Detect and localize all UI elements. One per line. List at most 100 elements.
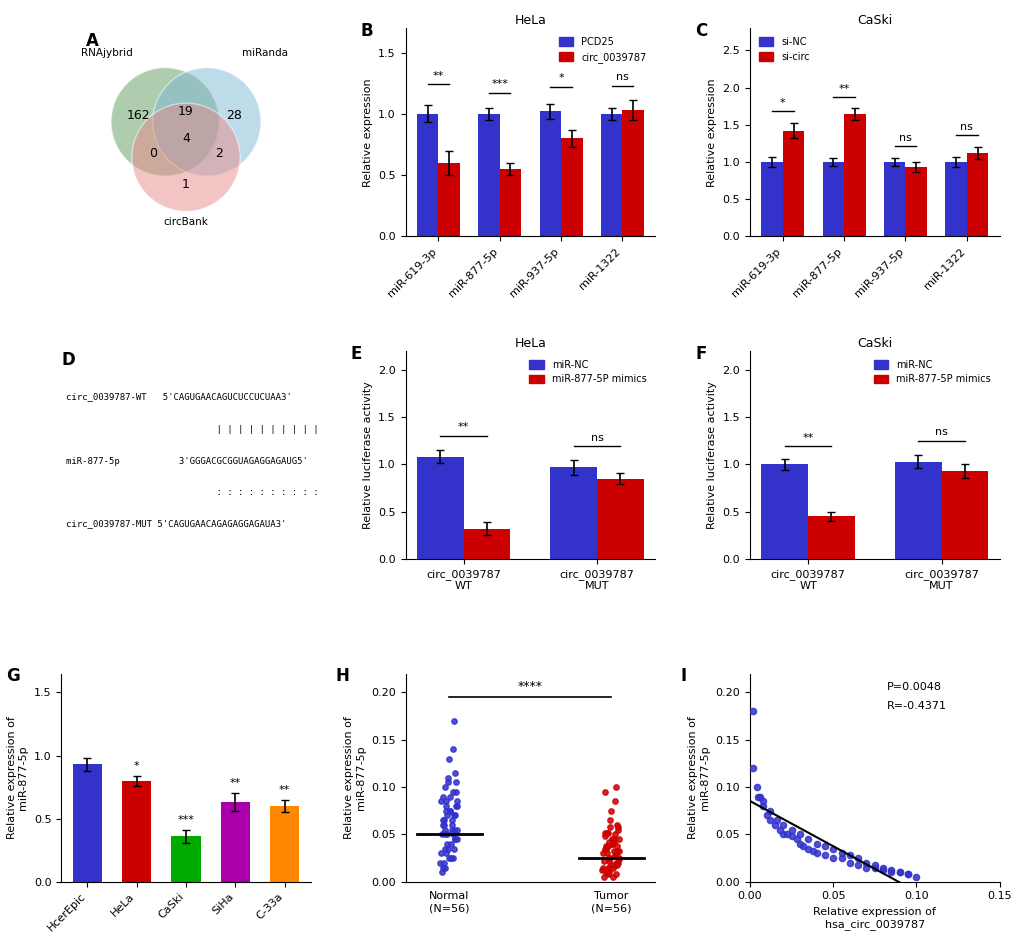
Point — [610, 844, 627, 859]
Point — [799, 832, 815, 847]
Point — [434, 789, 450, 804]
Point — [745, 761, 761, 776]
Bar — [966, 153, 987, 236]
Y-axis label: Relative expression: Relative expression — [706, 78, 716, 187]
Text: H: H — [335, 667, 350, 686]
Point — [609, 855, 626, 870]
Point — [608, 839, 625, 854]
Text: *: * — [133, 761, 140, 771]
Bar — [760, 162, 782, 236]
Text: : : : : : : : : : :: : : : : : : : : : : — [66, 488, 319, 497]
Point — [599, 839, 615, 854]
Point — [443, 817, 460, 832]
Point — [605, 844, 622, 859]
Point — [438, 798, 454, 813]
Point — [751, 789, 767, 804]
Point — [874, 860, 891, 875]
Point — [445, 713, 462, 728]
Point — [841, 848, 857, 863]
Bar — [622, 110, 643, 236]
Point — [599, 867, 615, 882]
Bar — [72, 764, 102, 882]
Point — [598, 825, 614, 840]
Point — [443, 812, 460, 827]
Point — [603, 837, 620, 852]
Text: | | | | | | | | | |: | | | | | | | | | | — [66, 426, 319, 434]
Point — [595, 854, 611, 869]
Point — [748, 779, 764, 794]
Point — [446, 832, 463, 847]
Y-axis label: Relative expression of
miR-877-5p: Relative expression of miR-877-5p — [688, 717, 709, 840]
Text: ***: *** — [177, 815, 195, 825]
Point — [445, 823, 462, 838]
Ellipse shape — [153, 68, 261, 176]
Point — [442, 851, 459, 866]
Point — [899, 867, 915, 882]
Text: ns: ns — [960, 122, 972, 132]
Point — [795, 839, 811, 854]
Point — [600, 835, 616, 850]
Point — [804, 844, 820, 859]
Point — [833, 851, 849, 866]
Point — [824, 841, 841, 856]
Point — [601, 851, 618, 866]
Point — [607, 867, 624, 882]
Point — [754, 794, 770, 809]
Point — [438, 837, 454, 852]
Point — [596, 841, 612, 856]
Y-axis label: Relative expression: Relative expression — [363, 78, 372, 187]
Text: 19: 19 — [178, 105, 194, 118]
Text: ns: ns — [590, 432, 603, 443]
Point — [437, 846, 453, 861]
Title: HeLa: HeLa — [514, 14, 546, 27]
Text: miRanda: miRanda — [242, 48, 287, 58]
Text: ns: ns — [615, 72, 628, 82]
Text: A: A — [86, 32, 99, 51]
Bar — [596, 478, 643, 559]
Point — [432, 794, 448, 809]
Point — [436, 841, 452, 856]
Point — [444, 742, 461, 757]
X-axis label: Relative expression of
hsa_circ_0039787: Relative expression of hsa_circ_0039787 — [812, 907, 935, 930]
Bar — [945, 162, 966, 236]
Point — [609, 819, 626, 834]
Point — [435, 812, 451, 827]
Text: circ_0039787-MUT 5'CAGUGAACAGAGAGGAGAUA3': circ_0039787-MUT 5'CAGUGAACAGAGAGGAGAUA3… — [66, 519, 286, 528]
Point — [445, 808, 462, 823]
Point — [448, 798, 465, 813]
Bar — [600, 113, 622, 236]
Text: **: ** — [838, 84, 849, 95]
Point — [436, 779, 452, 794]
Point — [604, 860, 621, 875]
Bar — [121, 780, 151, 882]
Bar — [807, 517, 854, 559]
Point — [608, 844, 625, 859]
Point — [434, 860, 450, 875]
Text: E: E — [351, 344, 362, 363]
Point — [774, 827, 791, 842]
Point — [448, 823, 465, 838]
Point — [439, 770, 455, 785]
Point — [767, 812, 784, 827]
Text: **: ** — [458, 422, 469, 432]
Bar — [270, 806, 300, 882]
Point — [606, 857, 623, 872]
Text: *: * — [557, 73, 564, 83]
Text: R=-0.4371: R=-0.4371 — [887, 701, 947, 711]
Point — [444, 851, 461, 866]
Text: 162: 162 — [126, 109, 150, 122]
Point — [761, 803, 777, 818]
Point — [606, 827, 623, 842]
Point — [598, 863, 614, 878]
Bar — [417, 457, 464, 559]
Point — [608, 817, 625, 832]
Point — [438, 827, 454, 842]
Text: G: G — [6, 667, 20, 686]
Text: P=0.0048: P=0.0048 — [887, 682, 942, 692]
Point — [604, 870, 621, 885]
Y-axis label: Relative luciferase activity: Relative luciferase activity — [362, 381, 372, 529]
Text: D: D — [61, 351, 74, 369]
Title: CaSki: CaSki — [856, 337, 892, 350]
Point — [841, 855, 857, 870]
Point — [783, 829, 799, 844]
